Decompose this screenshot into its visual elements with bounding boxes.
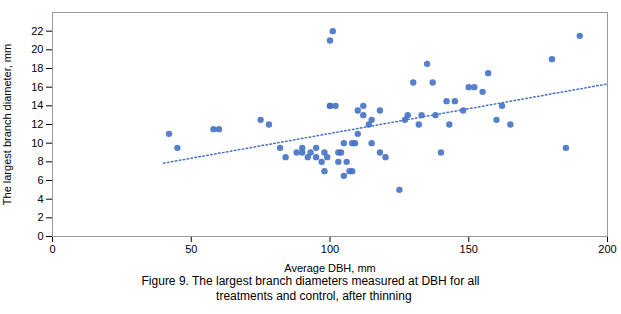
svg-text:6: 6	[37, 174, 43, 186]
svg-text:8: 8	[37, 155, 43, 167]
svg-text:150: 150	[460, 243, 478, 255]
svg-text:2: 2	[37, 211, 43, 223]
svg-text:50: 50	[185, 243, 197, 255]
svg-text:0: 0	[49, 243, 55, 255]
svg-text:20: 20	[31, 43, 43, 55]
svg-text:4: 4	[37, 193, 43, 205]
svg-text:10: 10	[31, 137, 43, 149]
html-text:Figure 9. The largest branch d: Figure 9. The largest branch diameters m…	[141, 274, 480, 288]
svg-text:The largest branch diameter, m: The largest branch diameter, mm	[1, 44, 13, 205]
html-text:treatments and control, after: treatments and control, after thinning	[209, 289, 412, 303]
svg-text:22: 22	[31, 25, 43, 37]
svg-text:18: 18	[31, 62, 43, 74]
svg-text:200: 200	[598, 243, 616, 255]
svg-text:Average DBH, mm: Average DBH, mm	[284, 262, 376, 274]
svg-text:0: 0	[37, 230, 43, 242]
svg-text:16: 16	[31, 81, 43, 93]
svg-text:100: 100	[321, 243, 339, 255]
svg-text:12: 12	[31, 118, 43, 130]
svg-text:14: 14	[31, 99, 43, 111]
